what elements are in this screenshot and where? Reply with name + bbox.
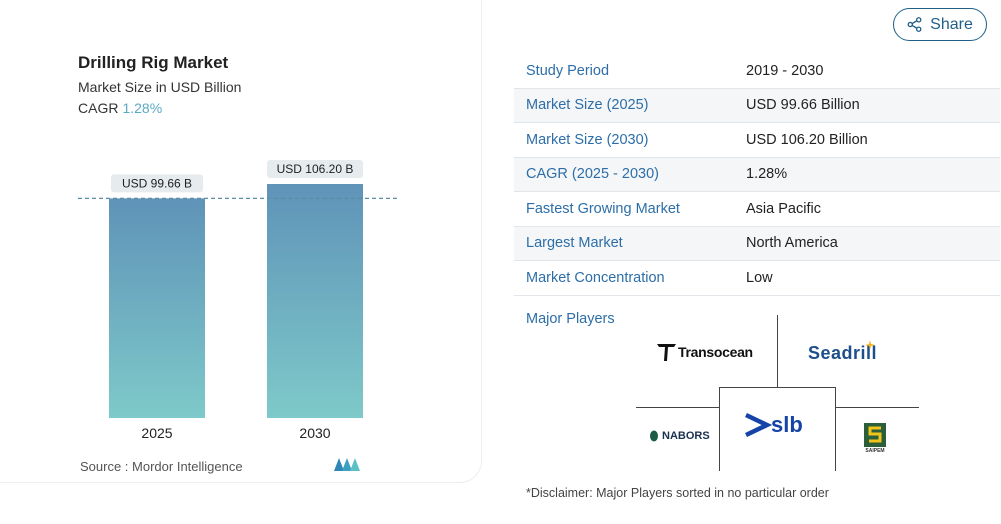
saipem-logo-icon	[864, 423, 886, 447]
cagr-line: CAGR 1.28%	[78, 100, 162, 116]
table-row: Market Size (2025) USD 99.66 Billion	[514, 88, 1000, 123]
row-key: Study Period	[526, 62, 610, 79]
summary-table: Study Period 2019 - 2030 Market Size (20…	[514, 54, 1000, 296]
source-label: Source :	[80, 459, 129, 474]
row-key: CAGR (2025 - 2030)	[526, 166, 659, 183]
row-key: Market Size (2030)	[526, 131, 649, 148]
row-key: Market Concentration	[526, 269, 665, 286]
major-players-label: Major Players	[526, 311, 615, 327]
transocean-logo-text: Transocean	[678, 344, 753, 360]
x-tick-label: 2025	[141, 425, 172, 441]
share-icon	[907, 17, 922, 32]
nabors-logo-text: NABORS	[662, 430, 710, 442]
seadrill-logo-icon	[865, 339, 876, 350]
chart-card: Drilling Rig Market Market Size in USD B…	[0, 0, 482, 483]
row-value: Low	[746, 269, 773, 286]
table-row: Market Size (2030) USD 106.20 Billion	[514, 123, 1000, 158]
nabors-logo: NABORS	[648, 430, 710, 442]
source-value: Mordor Intelligence	[132, 459, 243, 474]
share-label: Share	[930, 15, 973, 33]
saipem-logo-text: SAIPEM	[865, 448, 885, 454]
share-button[interactable]: Share	[893, 8, 987, 41]
disclaimer: *Disclaimer: Major Players sorted in no …	[526, 486, 829, 500]
seadrill-logo: Seadrill	[808, 339, 878, 364]
data-label-bg	[111, 174, 203, 193]
table-row: Study Period 2019 - 2030	[514, 54, 1000, 89]
data-label: USD 99.66 B	[122, 176, 192, 190]
divider	[777, 315, 778, 387]
slb-logo-text: slb	[771, 412, 803, 437]
slb-logo: slb	[745, 411, 803, 439]
row-value: USD 106.20 Billion	[746, 131, 868, 148]
row-key: Market Size (2025)	[526, 97, 649, 114]
table-row: Market Concentration Low	[514, 261, 1000, 296]
row-value: 1.28%	[746, 166, 788, 183]
transocean-logo-icon	[657, 344, 676, 361]
data-label: USD 106.20 B	[277, 162, 354, 176]
table-row: CAGR (2025 - 2030) 1.28%	[514, 157, 1000, 192]
transocean-logo: Transocean	[656, 341, 753, 363]
divider	[719, 387, 720, 471]
row-value: North America	[746, 235, 838, 252]
bar-chart: USD 99.66 B 2025 USD 106.20 B 2030	[78, 160, 398, 441]
saipem-logo: SAIPEM	[864, 423, 886, 454]
chart-subtitle: Market Size in USD Billion	[78, 79, 242, 95]
nabors-logo-icon	[650, 430, 658, 442]
divider	[836, 407, 919, 408]
data-label-bg	[267, 160, 363, 178]
row-value: Asia Pacific	[746, 200, 821, 217]
seadrill-logo-text: Seadrill	[808, 343, 878, 363]
row-key: Largest Market	[526, 235, 623, 252]
divider	[636, 407, 719, 408]
x-tick-label: 2030	[299, 425, 330, 441]
bar-2030	[267, 184, 363, 418]
cagr-label: CAGR	[78, 100, 119, 116]
table-row: Fastest Growing Market Asia Pacific	[514, 192, 1000, 227]
table-row: Largest Market North America	[514, 226, 1000, 261]
slb-logo-icon	[745, 412, 773, 438]
chart-title: Drilling Rig Market	[78, 53, 229, 72]
bar-2025	[109, 198, 205, 418]
major-players-grid: Transocean Seadrill NABORS slb SAIPEM	[636, 315, 919, 471]
row-key: Fastest Growing Market	[526, 200, 680, 217]
divider	[719, 387, 836, 388]
divider	[835, 387, 836, 471]
row-value: USD 99.66 Billion	[746, 97, 860, 114]
chart-source: Source : Mordor Intelligence	[80, 459, 243, 474]
cagr-value: 1.28%	[122, 100, 163, 116]
row-value: 2019 - 2030	[746, 62, 824, 79]
mordor-intelligence-logo-icon	[334, 458, 360, 471]
